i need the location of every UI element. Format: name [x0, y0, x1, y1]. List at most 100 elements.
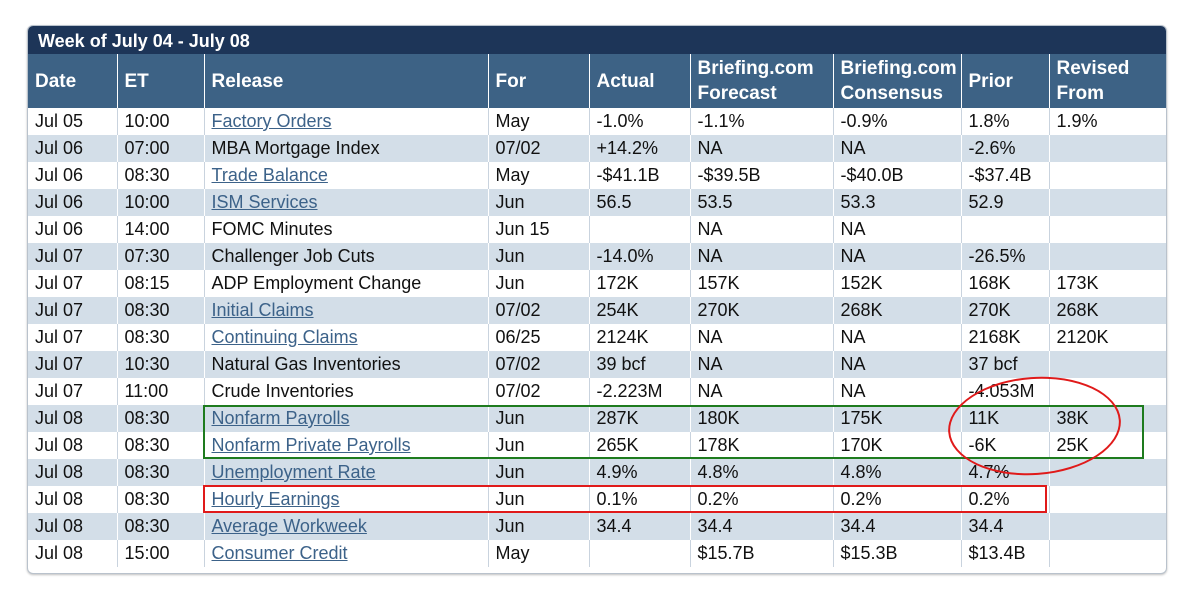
date-cell: Jul 08	[28, 486, 118, 513]
revised-from-cell	[1049, 540, 1166, 567]
release-link[interactable]: Average Workweek	[211, 516, 367, 536]
period-cell: 07/02	[488, 351, 590, 378]
release-cell: MBA Mortgage Index	[204, 135, 489, 162]
prior-cell: 2168K	[961, 324, 1050, 351]
prior-cell	[961, 216, 1050, 243]
revised-from-cell: 2120K	[1049, 324, 1166, 351]
table-row: Jul 06 07:00 MBA Mortgage Index 07/02 +14.2%…	[28, 135, 1166, 162]
prior-cell: $13.4B	[961, 540, 1050, 567]
time-cell: 08:30	[117, 486, 205, 513]
table-row: Jul 08 08:30 Nonfarm Private Payrolls Jun 26…	[28, 432, 1166, 459]
prior-cell: -$37.4B	[961, 162, 1050, 189]
time-cell: 08:30	[117, 297, 205, 324]
column-header-actual: Actual	[589, 54, 691, 108]
time-cell: 14:00	[117, 216, 205, 243]
actual-cell: 287K	[589, 405, 691, 432]
table-row: Jul 07 08:30 Initial Claims 07/02 254K 270K 26…	[28, 297, 1166, 324]
forecast-cell: 0.2%	[690, 486, 834, 513]
actual-cell: 254K	[589, 297, 691, 324]
revised-from-cell	[1049, 378, 1166, 405]
revised-from-cell	[1049, 459, 1166, 486]
period-cell: Jun	[488, 459, 590, 486]
consensus-cell: 4.8%	[833, 459, 962, 486]
actual-cell: 4.9%	[589, 459, 691, 486]
table-row: Jul 06 14:00 FOMC Minutes Jun 15 NA NA	[28, 216, 1166, 243]
time-cell: 08:30	[117, 432, 205, 459]
time-cell: 08:30	[117, 513, 205, 540]
date-cell: Jul 06	[28, 135, 118, 162]
revised-from-cell	[1049, 486, 1166, 513]
consensus-cell: NA	[833, 243, 962, 270]
forecast-cell: 157K	[690, 270, 834, 297]
table-row: Jul 08 08:30 Average Workweek Jun 34.4 34.4 34…	[28, 513, 1166, 540]
consensus-cell: NA	[833, 135, 962, 162]
consensus-cell: 268K	[833, 297, 962, 324]
date-cell: Jul 07	[28, 297, 118, 324]
release-link[interactable]: Unemployment Rate	[211, 462, 376, 482]
forecast-cell: -1.1%	[690, 108, 834, 135]
actual-cell: 172K	[589, 270, 691, 297]
forecast-cell: NA	[690, 243, 834, 270]
prior-cell: 168K	[961, 270, 1050, 297]
period-cell: Jun	[488, 405, 590, 432]
actual-cell: -2.223M	[589, 378, 691, 405]
consensus-cell: 152K	[833, 270, 962, 297]
release-cell: Trade Balance	[204, 162, 489, 189]
forecast-cell: 270K	[690, 297, 834, 324]
prior-cell: 4.7%	[961, 459, 1050, 486]
revised-from-cell: 38K	[1049, 405, 1166, 432]
release-link[interactable]: ISM Services	[211, 192, 318, 212]
table-row: Jul 07 10:30 Natural Gas Inventories 07/02 3…	[28, 351, 1166, 378]
revised-from-cell: 173K	[1049, 270, 1166, 297]
prior-cell: 34.4	[961, 513, 1050, 540]
actual-cell: 0.1%	[589, 486, 691, 513]
period-cell: Jun 15	[488, 216, 590, 243]
table-row: Jul 07 11:00 Crude Inventories 07/02 -2.223M…	[28, 378, 1166, 405]
prior-cell: 0.2%	[961, 486, 1050, 513]
revised-from-cell	[1049, 243, 1166, 270]
column-header-date: Date	[28, 54, 118, 108]
prior-cell: 1.8%	[961, 108, 1050, 135]
actual-cell: 56.5	[589, 189, 691, 216]
release-link[interactable]: Trade Balance	[211, 165, 328, 185]
column-header-release: Release	[204, 54, 489, 108]
revised-from-cell: 268K	[1049, 297, 1166, 324]
column-header-et: ET	[117, 54, 205, 108]
time-cell: 11:00	[117, 378, 205, 405]
actual-cell: 34.4	[589, 513, 691, 540]
consensus-cell: NA	[833, 324, 962, 351]
date-cell: Jul 08	[28, 513, 118, 540]
forecast-cell: NA	[690, 135, 834, 162]
period-cell: Jun	[488, 513, 590, 540]
release-link[interactable]: Nonfarm Private Payrolls	[211, 435, 411, 455]
date-cell: Jul 05	[28, 108, 118, 135]
table-row: Jul 08 08:30 Hourly Earnings Jun 0.1% 0.2% 0.2…	[28, 486, 1166, 513]
release-cell: ADP Employment Change	[204, 270, 489, 297]
revised-from-cell	[1049, 216, 1166, 243]
period-cell: Jun	[488, 432, 590, 459]
actual-cell: -$41.1B	[589, 162, 691, 189]
release-link[interactable]: Consumer Credit	[211, 543, 348, 563]
release-link[interactable]: Continuing Claims	[211, 327, 358, 347]
release-link[interactable]: Initial Claims	[211, 300, 314, 320]
period-cell: 06/25	[488, 324, 590, 351]
consensus-cell: 170K	[833, 432, 962, 459]
table-row: Jul 06 10:00 ISM Services Jun 56.5 53.5 53.3 52…	[28, 189, 1166, 216]
consensus-cell: NA	[833, 378, 962, 405]
time-cell: 08:15	[117, 270, 205, 297]
forecast-cell: 178K	[690, 432, 834, 459]
date-cell: Jul 08	[28, 405, 118, 432]
consensus-cell: NA	[833, 351, 962, 378]
release-cell: Natural Gas Inventories	[204, 351, 489, 378]
revised-from-cell	[1049, 189, 1166, 216]
release-link[interactable]: Factory Orders	[211, 111, 332, 131]
release-cell: Nonfarm Private Payrolls	[204, 432, 489, 459]
release-link[interactable]: Nonfarm Payrolls	[211, 408, 350, 428]
date-cell: Jul 08	[28, 459, 118, 486]
period-cell: 07/02	[488, 297, 590, 324]
release-link[interactable]: Hourly Earnings	[211, 489, 340, 509]
forecast-cell: 53.5	[690, 189, 834, 216]
actual-cell: -1.0%	[589, 108, 691, 135]
consensus-cell: 175K	[833, 405, 962, 432]
table-row: Jul 07 08:30 Continuing Claims 06/25 2124K NA…	[28, 324, 1166, 351]
